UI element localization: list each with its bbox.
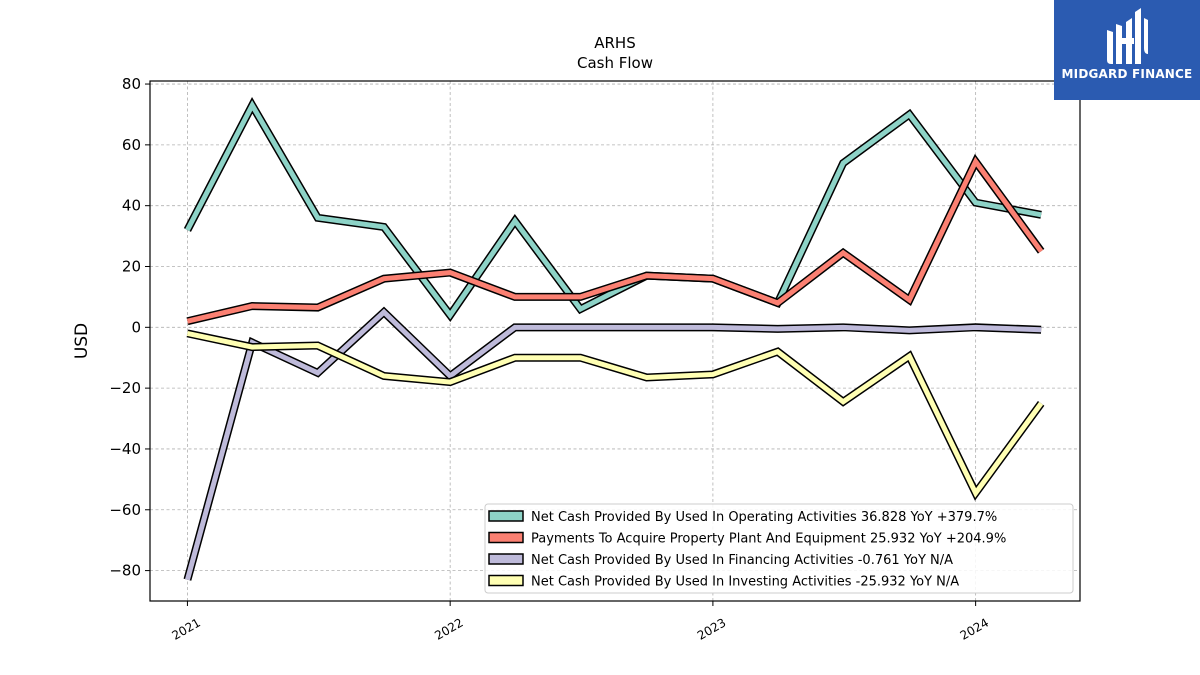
series-line-stroke xyxy=(185,100,1042,320)
brand-name: MIDGARD FINANCE xyxy=(1061,67,1193,81)
y-tick-label: −60 xyxy=(109,501,141,519)
series-line-4 xyxy=(186,329,1045,501)
y-tick-label: 80 xyxy=(122,75,141,93)
series-lines xyxy=(183,97,1045,581)
legend-swatch xyxy=(488,553,524,565)
y-tick-label: −80 xyxy=(109,562,141,580)
series-line-1 xyxy=(183,97,1042,323)
x-tick-label: 2024 xyxy=(958,615,991,642)
series-line-3 xyxy=(183,306,1042,581)
series-line-stroke xyxy=(186,156,1044,324)
legend-swatch xyxy=(488,510,524,522)
legend-item: Net Cash Provided By Used In Financing A… xyxy=(488,553,953,568)
chart-subtitle-text: Cash Flow xyxy=(577,54,653,72)
x-tick-label: 2022 xyxy=(432,615,465,642)
x-tick-label: 2023 xyxy=(695,615,728,642)
legend: Net Cash Provided By Used In Operating A… xyxy=(484,503,1074,594)
brand-logo: MIDGARD FINANCE xyxy=(1054,0,1200,100)
y-axis-ticks: 80 60 40 20 0 −20 −40 −60 −80 xyxy=(109,75,150,580)
y-tick-label: −20 xyxy=(109,379,141,397)
x-axis-ticks: 2021 2022 2023 2024 xyxy=(169,601,991,643)
chart-title: ARHS Cash Flow xyxy=(577,34,653,72)
x-tick-label: 2021 xyxy=(169,615,202,642)
legend-label: Payments To Acquire Property Plant And E… xyxy=(531,532,1006,547)
legend-item: Net Cash Provided By Used In Investing A… xyxy=(488,574,959,590)
legend-label: Net Cash Provided By Used In Financing A… xyxy=(531,553,953,568)
legend-swatch xyxy=(488,531,524,544)
legend-label: Net Cash Provided By Used In Operating A… xyxy=(531,510,997,525)
series-line-outline xyxy=(186,329,1045,501)
legend-box xyxy=(484,503,1074,594)
y-axis-label: USD xyxy=(72,323,92,359)
legend-swatch xyxy=(488,574,524,587)
series-line-2 xyxy=(186,153,1045,326)
series-line-stroke xyxy=(185,308,1042,581)
y-tick-label: 0 xyxy=(131,318,141,336)
chart-title-text: ARHS xyxy=(594,34,635,52)
legend-label: Net Cash Provided By Used In Investing A… xyxy=(531,575,959,590)
legend-item: Net Cash Provided By Used In Operating A… xyxy=(488,510,997,525)
plot-frame xyxy=(149,80,1081,602)
y-tick-label: 40 xyxy=(122,197,141,215)
y-tick-label: 20 xyxy=(122,257,141,275)
legend-item: Payments To Acquire Property Plant And E… xyxy=(488,531,1006,547)
y-tick-label: 60 xyxy=(122,136,141,154)
y-tick-label: −40 xyxy=(109,440,141,458)
series-line-stroke xyxy=(186,330,1044,498)
midgard-logo-mark-icon xyxy=(1107,8,1148,64)
